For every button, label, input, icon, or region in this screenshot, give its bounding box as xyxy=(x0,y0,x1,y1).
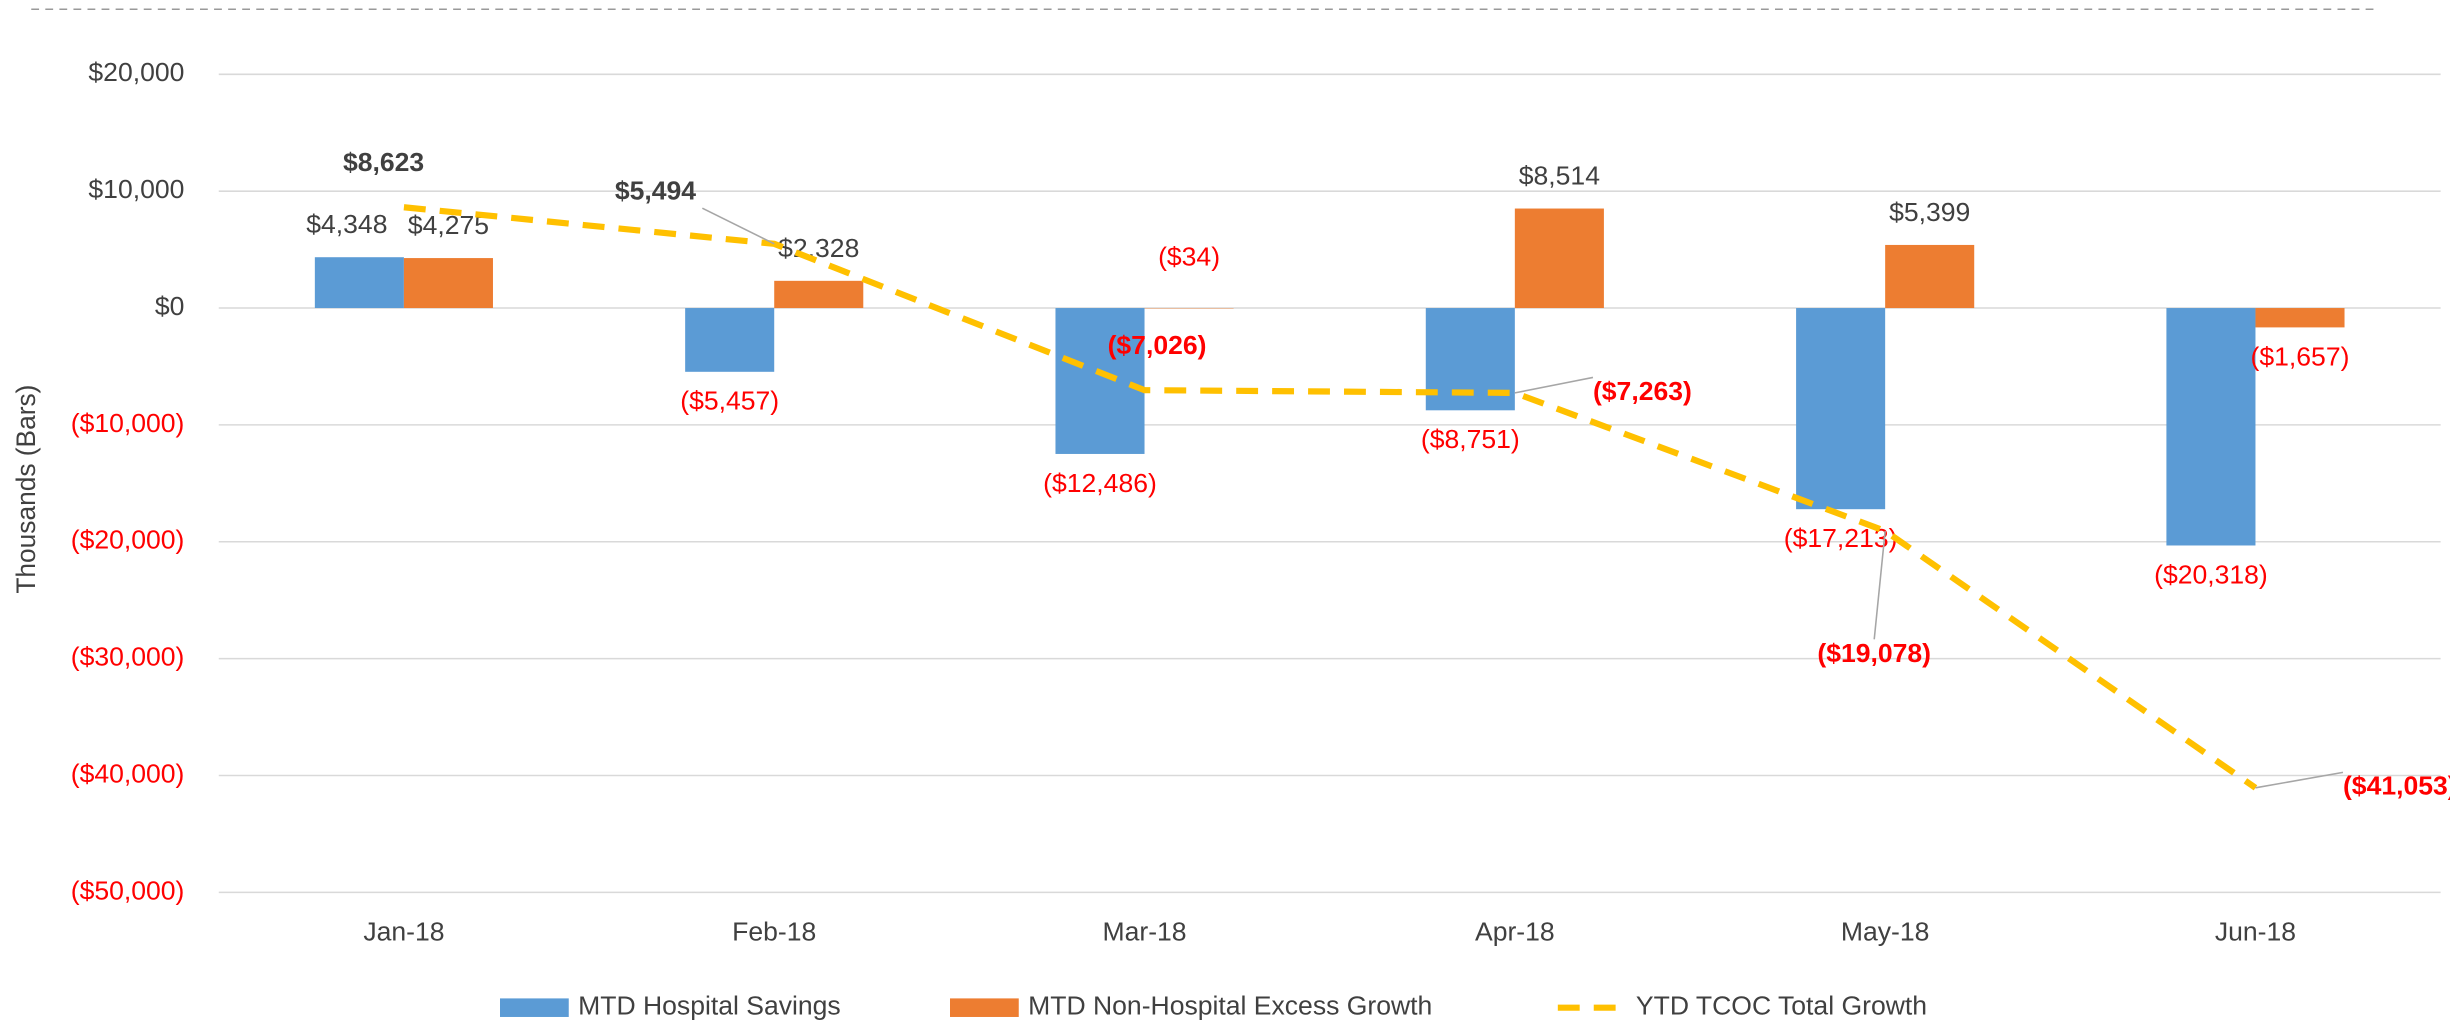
bar xyxy=(685,308,775,372)
data-label: ($1,657) xyxy=(2251,341,2350,371)
legend-swatch xyxy=(500,998,569,1017)
legend-label: MTD Hospital Savings xyxy=(578,991,841,1021)
line-label: ($41,053) xyxy=(2343,771,2450,801)
line-label: ($7,026) xyxy=(1108,330,1207,360)
data-label: $2,328 xyxy=(778,233,859,263)
leader-line xyxy=(701,207,775,245)
data-label: $5,399 xyxy=(1889,197,1970,227)
data-label: ($20,318) xyxy=(2154,560,2268,590)
x-tick-label: Jun-18 xyxy=(2215,916,2296,946)
y-tick-label: ($50,000) xyxy=(71,875,185,905)
y-tick-label: $10,000 xyxy=(88,174,184,204)
y-tick-label: $0 xyxy=(155,291,185,321)
bar xyxy=(314,257,404,309)
legend-label: MTD Non-Hospital Excess Growth xyxy=(1028,991,1432,1021)
bar xyxy=(2166,308,2256,546)
legend-swatch xyxy=(950,998,1019,1017)
leader-line xyxy=(2255,771,2344,789)
x-tick-label: Mar-18 xyxy=(1102,916,1186,946)
data-label: $8,514 xyxy=(1519,161,1600,191)
y-tick-label: ($30,000) xyxy=(71,642,185,672)
line-label: ($19,078) xyxy=(1817,638,1931,668)
data-label: ($5,457) xyxy=(680,386,779,416)
leader-line xyxy=(1514,376,1594,394)
legend-label: YTD TCOC Total Growth xyxy=(1636,991,1927,1021)
bar xyxy=(774,280,864,309)
data-label: ($12,486) xyxy=(1043,468,1157,498)
line-label: $5,494 xyxy=(615,176,696,206)
y-tick-label: ($40,000) xyxy=(71,759,185,789)
y-tick-label: ($10,000) xyxy=(71,408,185,438)
y-tick-label: ($20,000) xyxy=(71,525,185,555)
x-tick-label: Apr-18 xyxy=(1475,916,1555,946)
x-tick-label: May-18 xyxy=(1841,916,1930,946)
x-tick-label: Jan-18 xyxy=(363,916,444,946)
line xyxy=(403,204,2258,791)
data-label: $4,348 xyxy=(306,209,387,239)
bar xyxy=(403,258,493,309)
line-label: ($7,263) xyxy=(1593,376,1692,406)
line-label: $8,623 xyxy=(343,147,424,177)
bar xyxy=(1796,308,1886,510)
bar xyxy=(1514,208,1604,309)
bar xyxy=(1885,244,1975,309)
y-tick-label: $20,000 xyxy=(88,57,184,87)
leader-line xyxy=(1873,530,1886,640)
bar xyxy=(1055,308,1145,454)
data-label: ($34) xyxy=(1158,242,1220,272)
bar xyxy=(2255,308,2345,328)
y-axis-label: Thousands (Bars) xyxy=(11,385,41,594)
x-tick-label: Feb-18 xyxy=(732,916,816,946)
data-label: ($8,751) xyxy=(1421,424,1520,454)
